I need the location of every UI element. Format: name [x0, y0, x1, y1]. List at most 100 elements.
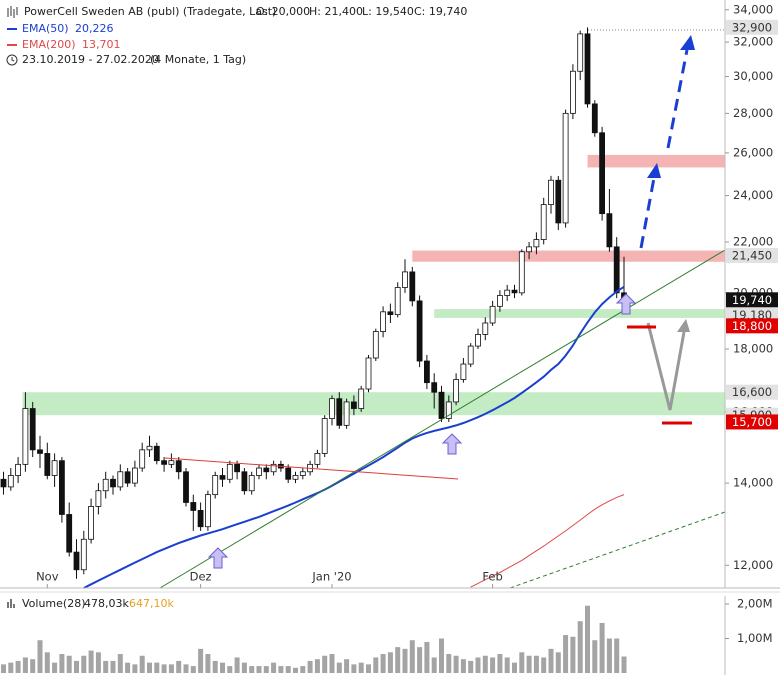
- trend-line: [159, 249, 726, 589]
- volume-bar: [81, 655, 87, 673]
- candle-body: [124, 471, 131, 484]
- volume-bar: [512, 662, 517, 673]
- price-label-box: [726, 414, 778, 430]
- candle-body: [423, 360, 430, 384]
- candle-body: [402, 271, 408, 288]
- candle-body: [110, 478, 116, 488]
- volume-bar: [555, 652, 561, 673]
- candle-body: [197, 510, 204, 528]
- ohlc-value: C: 19,740: [414, 5, 467, 18]
- candle-body: [518, 251, 525, 294]
- volume-bar: [256, 666, 262, 673]
- volume-bar: [278, 666, 284, 673]
- y-tick-label: 1,00M: [737, 631, 773, 645]
- arrow-head: [677, 319, 690, 332]
- volume-bar: [176, 660, 182, 673]
- volume-average: 647,10k: [129, 597, 174, 610]
- ema-line: [470, 494, 625, 588]
- price-label: 18,800: [732, 319, 772, 333]
- volume-bar: [227, 666, 233, 673]
- candle-body: [15, 463, 22, 476]
- candle-body: [394, 287, 401, 315]
- volume-bar: [351, 664, 357, 673]
- volume-bar: [563, 635, 569, 673]
- candle-body: [329, 398, 335, 419]
- volume-bar: [74, 660, 79, 673]
- legend-value: 20,226: [75, 22, 114, 35]
- candle-body: [584, 33, 591, 105]
- volume-bar: [482, 655, 488, 673]
- volume-bar: [387, 652, 393, 673]
- zone: [587, 154, 725, 168]
- candle-body: [570, 70, 576, 114]
- chart-icon: [7, 6, 18, 18]
- candle-body: [540, 204, 547, 240]
- volume-bar: [125, 662, 131, 673]
- zone: [412, 250, 725, 262]
- candle-body: [343, 401, 350, 426]
- volume-bar: [234, 657, 240, 673]
- clock-icon: [11, 57, 15, 62]
- candle-body: [380, 311, 387, 332]
- volume-bar: [30, 659, 36, 673]
- clock-icon: [6, 54, 18, 66]
- candle-body: [175, 460, 182, 473]
- candle-body: [321, 418, 328, 454]
- volume-bar: [599, 622, 605, 673]
- arrow-head: [647, 163, 661, 178]
- candle-body: [117, 471, 124, 488]
- candle-body: [416, 300, 423, 362]
- volume-bar: [395, 647, 401, 673]
- candle-body: [555, 179, 562, 224]
- candle-body: [270, 463, 277, 473]
- candle-body: [504, 289, 511, 296]
- candle-body: [204, 494, 211, 528]
- up-arrow: [441, 433, 463, 455]
- candle-body: [139, 449, 146, 469]
- price-label: 19,740: [732, 293, 772, 307]
- candle-body: [562, 112, 569, 224]
- volume-bar: [198, 648, 204, 673]
- candle-body: [190, 502, 197, 511]
- volume-bar: [336, 662, 342, 673]
- y-tick-label: 26,000: [733, 145, 773, 159]
- volume-bar: [460, 659, 466, 673]
- volume-bar: [183, 664, 189, 673]
- volume-bar: [373, 657, 379, 673]
- y-tick-label: 18,000: [733, 342, 773, 356]
- price-label-box: [726, 19, 778, 35]
- annotations: [159, 29, 726, 589]
- zones: [22, 154, 726, 416]
- candle-body: [438, 391, 445, 419]
- candle-body: [511, 289, 518, 294]
- candle-body: [219, 475, 226, 480]
- volume-bar: [592, 640, 598, 673]
- candle-body: [445, 401, 452, 419]
- volume-bar: [132, 664, 138, 673]
- x-tick-label: Feb: [482, 570, 502, 584]
- candle-body: [66, 514, 73, 553]
- volume-bar: [52, 662, 58, 673]
- y-tick-label: 32,000: [733, 35, 773, 49]
- volume-bar: [95, 652, 101, 673]
- y-tick-label: 28,000: [733, 106, 773, 120]
- y-tick-label: 30,000: [733, 69, 773, 83]
- y-tick-label: 2,00M: [737, 597, 773, 611]
- volume-bar: [307, 660, 313, 673]
- volume-bar: [614, 638, 620, 673]
- volume-bar: [22, 657, 28, 673]
- price-label: 32,900: [732, 20, 772, 34]
- candle-body: [153, 445, 160, 462]
- candle-body: [475, 334, 481, 347]
- candle-body: [606, 213, 613, 248]
- price-label-box: [726, 318, 778, 334]
- volume-bar: [497, 654, 503, 673]
- volume-bar: [504, 657, 510, 673]
- legend-label: EMA(50): [22, 22, 69, 35]
- candle-body: [431, 382, 438, 393]
- volume-bar: [621, 656, 627, 673]
- candle-body: [161, 460, 168, 465]
- candle-body: [88, 506, 94, 540]
- volume-bar: [110, 660, 116, 673]
